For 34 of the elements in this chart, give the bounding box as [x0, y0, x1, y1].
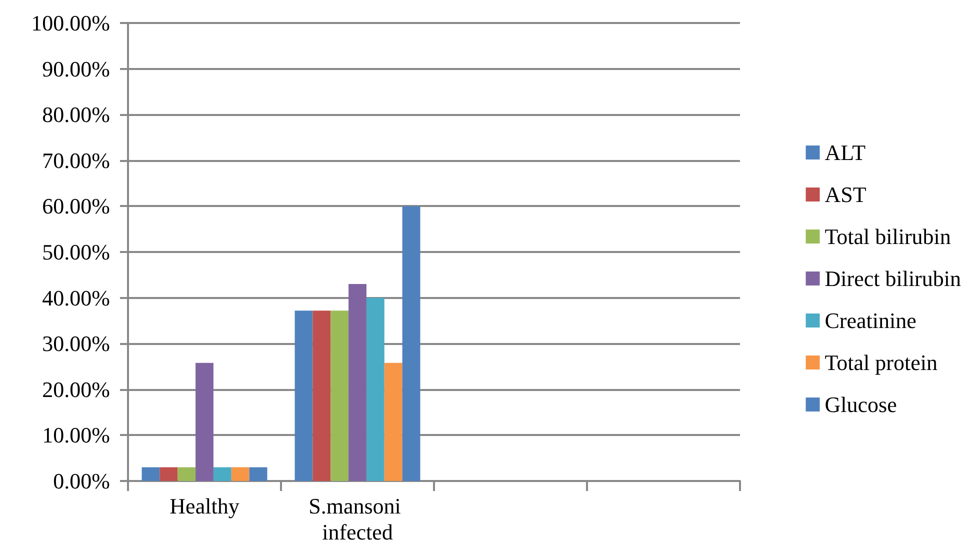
x-tick-label: S.mansoni infected [308, 494, 406, 544]
bar [384, 362, 402, 481]
legend-label: AST [824, 182, 867, 207]
bar [330, 310, 349, 481]
legend-label: ALT [824, 140, 866, 165]
legend-label: Total bilirubin [824, 224, 951, 249]
bar [178, 467, 196, 481]
y-tick-label: 0.00% [53, 468, 110, 494]
y-tick-label: 80.00% [42, 102, 110, 128]
bar [348, 284, 366, 481]
bar [231, 467, 250, 481]
y-tick-label: 50.00% [42, 240, 110, 264]
bar [249, 467, 268, 481]
y-tick-label: 100.00% [31, 10, 110, 36]
bar [294, 310, 313, 481]
bar [196, 362, 214, 481]
legend-label: Creatinine [824, 308, 916, 333]
bar [160, 467, 178, 481]
bar [366, 298, 384, 481]
y-tick-label: 90.00% [42, 56, 110, 82]
y-tick-label: 10.00% [42, 422, 110, 448]
y-tick-label: 30.00% [42, 331, 110, 356]
x-tick-label: Healthy [170, 494, 240, 518]
y-tick-label: 20.00% [42, 376, 110, 402]
legend-label: Direct bilirubin [824, 266, 962, 291]
y-tick-label: 60.00% [42, 194, 110, 219]
bar [213, 467, 232, 481]
bar [312, 310, 331, 481]
bar [402, 206, 420, 481]
y-tick-label: 70.00% [42, 148, 110, 173]
legend-label: Total protein [824, 350, 938, 375]
bar [142, 467, 160, 481]
y-tick-label: 40.00% [42, 285, 110, 310]
legend-label: Glucose [824, 392, 897, 417]
